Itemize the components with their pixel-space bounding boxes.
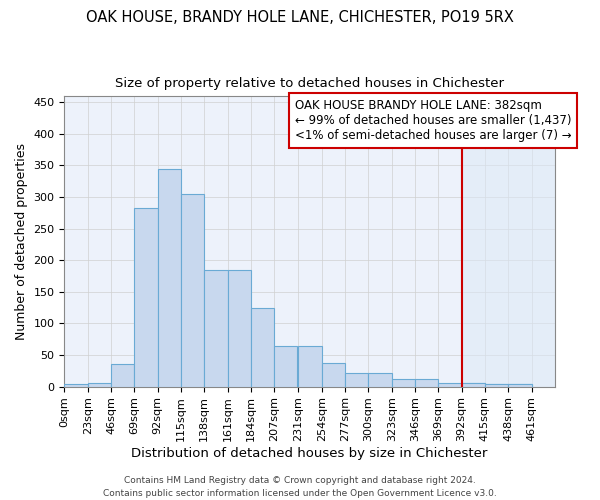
Bar	[461, 383, 485, 386]
Bar	[64, 384, 88, 386]
Bar	[345, 372, 368, 386]
Bar	[322, 362, 345, 386]
Bar	[134, 208, 158, 386]
Bar	[461, 96, 555, 386]
Bar	[274, 346, 298, 387]
X-axis label: Distribution of detached houses by size in Chichester: Distribution of detached houses by size …	[131, 447, 488, 460]
Bar	[251, 308, 274, 386]
Bar	[392, 379, 415, 386]
Bar	[485, 384, 508, 386]
Title: Size of property relative to detached houses in Chichester: Size of property relative to detached ho…	[115, 78, 504, 90]
Bar	[461, 383, 485, 386]
Bar	[204, 270, 227, 386]
Bar	[415, 379, 438, 386]
Bar	[88, 383, 111, 386]
Bar	[438, 383, 461, 386]
Bar	[298, 346, 322, 387]
Text: OAK HOUSE BRANDY HOLE LANE: 382sqm
← 99% of detached houses are smaller (1,437)
: OAK HOUSE BRANDY HOLE LANE: 382sqm ← 99%…	[295, 98, 572, 142]
Bar	[227, 270, 251, 386]
Bar	[368, 372, 392, 386]
Bar	[508, 384, 532, 386]
Bar	[158, 168, 181, 386]
Y-axis label: Number of detached properties: Number of detached properties	[15, 142, 28, 340]
Bar	[111, 364, 134, 386]
Bar	[485, 384, 508, 386]
Bar	[181, 194, 204, 386]
Text: Contains HM Land Registry data © Crown copyright and database right 2024.
Contai: Contains HM Land Registry data © Crown c…	[103, 476, 497, 498]
Text: OAK HOUSE, BRANDY HOLE LANE, CHICHESTER, PO19 5RX: OAK HOUSE, BRANDY HOLE LANE, CHICHESTER,…	[86, 10, 514, 25]
Bar	[508, 384, 532, 386]
